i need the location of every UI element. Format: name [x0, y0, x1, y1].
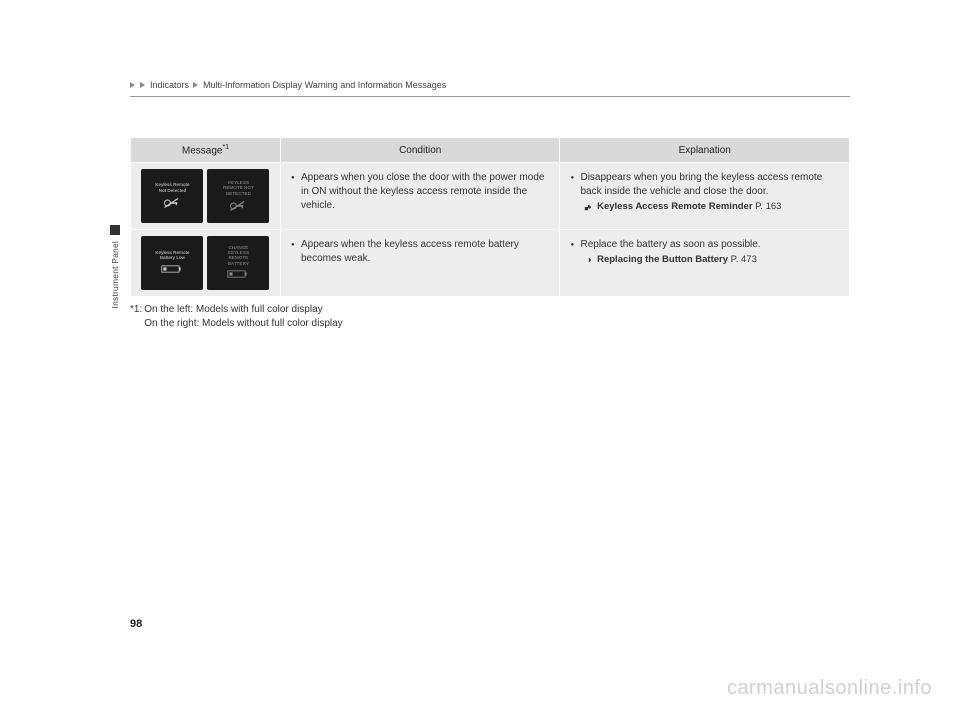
reference-arrow-icon [584, 256, 592, 264]
key-slash-icon [163, 196, 181, 210]
table-row: Keyless Remote Battery Low CHANGE [131, 230, 850, 297]
display-left: Keyless Remote Not Detected [141, 169, 203, 223]
message-cell: Keyless Remote Battery Low CHANGE [131, 230, 281, 297]
reference-page: P. 163 [755, 201, 781, 212]
triangle-icon [193, 82, 198, 88]
table-header-row: Message*1 Condition Explanation [131, 138, 850, 163]
display-text: Not Detected [159, 188, 186, 193]
condition-text: Appears when you close the door with the… [291, 171, 550, 213]
breadcrumb: Indicators Multi-Information Display War… [130, 80, 850, 97]
breadcrumb-part: Multi-Information Display Warning and In… [203, 80, 446, 90]
col-header-condition: Condition [280, 138, 560, 163]
condition-text: Appears when the keyless access remote b… [291, 238, 550, 266]
triangle-icon [140, 82, 145, 88]
watermark: carmanualsonline.info [727, 677, 932, 700]
col-header-explanation: Explanation [560, 138, 850, 163]
battery-low-icon [227, 269, 249, 282]
display-text: BATTERY [228, 261, 249, 266]
col-header-sup: *1 [222, 144, 229, 151]
breadcrumb-part: Indicators [150, 80, 189, 90]
footnote-line: On the left: Models with full color disp… [144, 303, 342, 317]
side-tab-marker [110, 225, 120, 235]
explanation-cell: Disappears when you bring the keyless ac… [560, 163, 850, 230]
reference-title: Keyless Access Remote Reminder [597, 201, 752, 212]
page-number: 98 [130, 618, 142, 630]
reference-line: Replacing the Button Battery P. 473 [570, 254, 839, 265]
display-text: Battery Low [160, 255, 185, 260]
messages-table: Message*1 Condition Explanation Keyless … [130, 137, 850, 297]
reference-title: Replacing the Button Battery [597, 254, 728, 265]
triangle-icon [130, 82, 135, 88]
display-left: Keyless Remote Battery Low [141, 236, 203, 290]
explanation-cell: Replace the battery as soon as possible.… [560, 230, 850, 297]
footnote-label: *1: [130, 303, 142, 331]
condition-cell: Appears when you close the door with the… [280, 163, 560, 230]
battery-low-icon [161, 264, 183, 277]
explanation-text: Disappears when you bring the keyless ac… [570, 171, 839, 199]
display-text: DETECTED [226, 191, 251, 196]
footnote-text: On the left: Models with full color disp… [142, 303, 342, 331]
reference-line: Keyless Access Remote Reminder P. 163 [570, 201, 839, 212]
col-header-message: Message*1 [131, 138, 281, 163]
footnote-line: On the right: Models without full color … [144, 317, 342, 331]
condition-cell: Appears when the keyless access remote b… [280, 230, 560, 297]
display-right: KEYLESS REMOTE NOT DETECTED [207, 169, 269, 223]
side-tab-label: Instrument Panel [110, 241, 120, 308]
content-area: Indicators Multi-Information Display War… [130, 80, 850, 331]
table-row: Keyless Remote Not Detected KEYLESS [131, 163, 850, 230]
explanation-text: Replace the battery as soon as possible. [570, 238, 839, 252]
manual-page: Instrument Panel Indicators Multi-Inform… [0, 0, 960, 722]
col-header-text: Message [182, 145, 223, 156]
reference-arrow-icon [584, 203, 592, 211]
display-right: CHANGE KEYLESS REMOTE BATTERY [207, 236, 269, 290]
key-slash-icon [229, 199, 247, 213]
side-tab: Instrument Panel [108, 225, 122, 355]
reference-page: P. 473 [731, 254, 757, 265]
message-cell: Keyless Remote Not Detected KEYLESS [131, 163, 281, 230]
footnote: *1: On the left: Models with full color … [130, 303, 850, 331]
